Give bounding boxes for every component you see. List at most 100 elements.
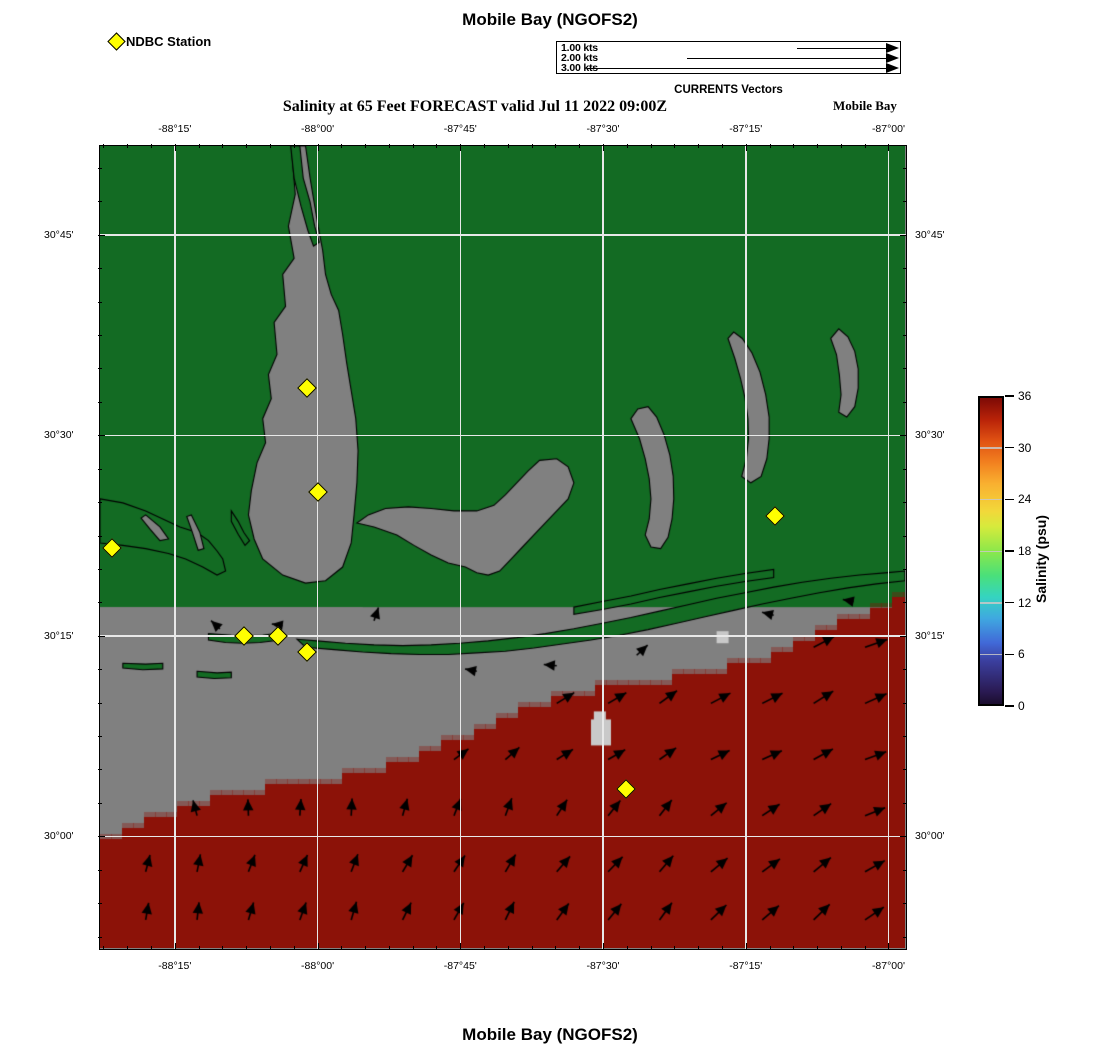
currents-scale-row: 2.00 kts bbox=[557, 52, 900, 64]
axis-tick-lon bbox=[103, 946, 105, 950]
axis-tick-lat bbox=[903, 335, 907, 337]
axis-tick-lon bbox=[246, 144, 248, 148]
axis-tick-lat bbox=[98, 669, 102, 671]
axis-tick-lon bbox=[222, 144, 224, 148]
gridline-latitude bbox=[100, 635, 906, 637]
gridline-latitude bbox=[100, 434, 906, 437]
colorbar-title: Salinity (psu) bbox=[1033, 515, 1049, 603]
colorbar-tick-label: 18 bbox=[1018, 544, 1032, 558]
colorbar-tick bbox=[1005, 653, 1014, 656]
axis-tick-lat bbox=[98, 167, 102, 169]
axis-tick-lat bbox=[903, 702, 907, 704]
currents-arrow-shaft bbox=[797, 48, 887, 49]
axis-tick-lon bbox=[745, 144, 747, 151]
ndbc-legend-label: NDBC Station bbox=[126, 34, 212, 49]
axis-tick-lon bbox=[698, 144, 700, 148]
axis-tick-lon bbox=[412, 946, 414, 950]
axis-tick-lon bbox=[484, 946, 486, 950]
axis-tick-lon bbox=[151, 946, 153, 950]
currents-scale-label: 1.00 kts bbox=[561, 42, 598, 54]
axis-tick-lat bbox=[903, 535, 907, 537]
axis-tick-lon bbox=[864, 946, 866, 950]
axis-tick-lon bbox=[388, 946, 390, 950]
axis-tick-lat bbox=[900, 635, 907, 637]
axis-tick-lon bbox=[793, 144, 795, 148]
colorbar-separator bbox=[980, 550, 1002, 552]
colorbar-tick bbox=[1005, 550, 1014, 552]
axis-tick-lon bbox=[412, 144, 414, 148]
axis-tick-lon bbox=[127, 946, 129, 950]
axis-tick-lat bbox=[903, 568, 907, 570]
axis-tick-lon bbox=[531, 946, 533, 950]
colorbar-tick-label: 12 bbox=[1018, 595, 1032, 610]
axis-tick-lon bbox=[507, 946, 509, 950]
axis-tick-lon bbox=[436, 144, 438, 148]
axis-tick-lon bbox=[460, 144, 462, 151]
axis-tick-lon bbox=[269, 144, 271, 148]
axis-tick-lat bbox=[98, 635, 105, 637]
diamond-marker-icon bbox=[107, 32, 126, 51]
colorbar-tick-label: 6 bbox=[1018, 647, 1025, 662]
axis-tick-lat bbox=[903, 502, 907, 504]
colorbar-tick-label: 0 bbox=[1018, 699, 1025, 713]
axis-label-lon-bottom: -88°00' bbox=[301, 960, 335, 972]
axis-label-lon-top: -87°00' bbox=[871, 123, 905, 135]
axis-label-lon-bottom: -87°45' bbox=[443, 960, 477, 972]
gridline-longitude bbox=[459, 146, 462, 949]
axis-tick-lat bbox=[903, 268, 907, 270]
axis-tick-lon bbox=[174, 144, 176, 151]
axis-label-lon-top: -88°15' bbox=[158, 123, 192, 135]
currents-arrow-shaft bbox=[687, 58, 887, 59]
axis-tick-lon bbox=[246, 946, 248, 950]
currents-arrow-shaft bbox=[587, 68, 887, 69]
axis-tick-lat bbox=[98, 802, 102, 804]
axis-tick-lat bbox=[903, 301, 907, 303]
currents-scale-row: 1.00 kts bbox=[557, 42, 900, 54]
axis-tick-lat bbox=[98, 368, 102, 370]
axis-tick-lon bbox=[341, 144, 343, 148]
axis-label-lon-bottom: -88°15' bbox=[158, 960, 192, 972]
axis-label-lon-bottom: -87°30' bbox=[586, 960, 620, 972]
axis-tick-lat bbox=[900, 435, 907, 437]
axis-tick-lat bbox=[98, 401, 102, 403]
axis-tick-lon bbox=[603, 144, 604, 151]
axis-label-lon-bottom: -87°15' bbox=[729, 960, 763, 972]
axis-tick-lon bbox=[293, 144, 295, 148]
axis-tick-lon bbox=[341, 946, 343, 950]
axis-tick-lat bbox=[98, 268, 102, 270]
currents-arrow-head-icon bbox=[886, 53, 899, 63]
region-label: Mobile Bay bbox=[833, 98, 897, 113]
axis-tick-lon bbox=[793, 946, 795, 950]
axis-tick-lon bbox=[579, 144, 581, 148]
axis-tick-lat bbox=[903, 869, 907, 871]
axis-label-lat-right: 30°00' bbox=[915, 830, 945, 843]
axis-tick-lon bbox=[840, 144, 842, 148]
axis-tick-lon bbox=[579, 946, 581, 950]
gridline-longitude bbox=[316, 146, 319, 949]
colorbar-tick bbox=[1005, 601, 1014, 604]
axis-tick-lon bbox=[222, 946, 224, 950]
colorbar-separator bbox=[980, 602, 1002, 604]
axis-tick-lon bbox=[769, 946, 771, 950]
axis-tick-lat bbox=[903, 602, 907, 604]
map-panel[interactable] bbox=[99, 145, 907, 950]
page-title: Mobile Bay (NGOFS2) bbox=[462, 10, 638, 29]
axis-label-lat-right: 30°45' bbox=[915, 228, 945, 241]
axis-tick-lon bbox=[769, 144, 771, 148]
colorbar-separator bbox=[980, 498, 1002, 501]
axis-tick-lon bbox=[698, 946, 700, 950]
axis-tick-lon bbox=[650, 144, 652, 148]
footer-title: Mobile Bay (NGOFS2) bbox=[462, 1025, 638, 1044]
colorbar-tick bbox=[1005, 446, 1014, 449]
currents-arrow-head-icon bbox=[886, 63, 899, 73]
axis-tick-lon bbox=[365, 144, 367, 148]
axis-tick-lon bbox=[817, 144, 819, 148]
axis-tick-lat bbox=[903, 401, 907, 403]
forecast-subtitle: Salinity at 65 Feet FORECAST valid Jul 1… bbox=[282, 98, 668, 115]
axis-tick-lat bbox=[903, 936, 907, 938]
axis-tick-lon bbox=[555, 946, 557, 950]
axis-tick-lon bbox=[721, 946, 723, 950]
axis-label-lat-right: 30°30' bbox=[915, 429, 945, 442]
axis-tick-lat bbox=[98, 602, 102, 604]
axis-tick-lat bbox=[98, 335, 102, 337]
